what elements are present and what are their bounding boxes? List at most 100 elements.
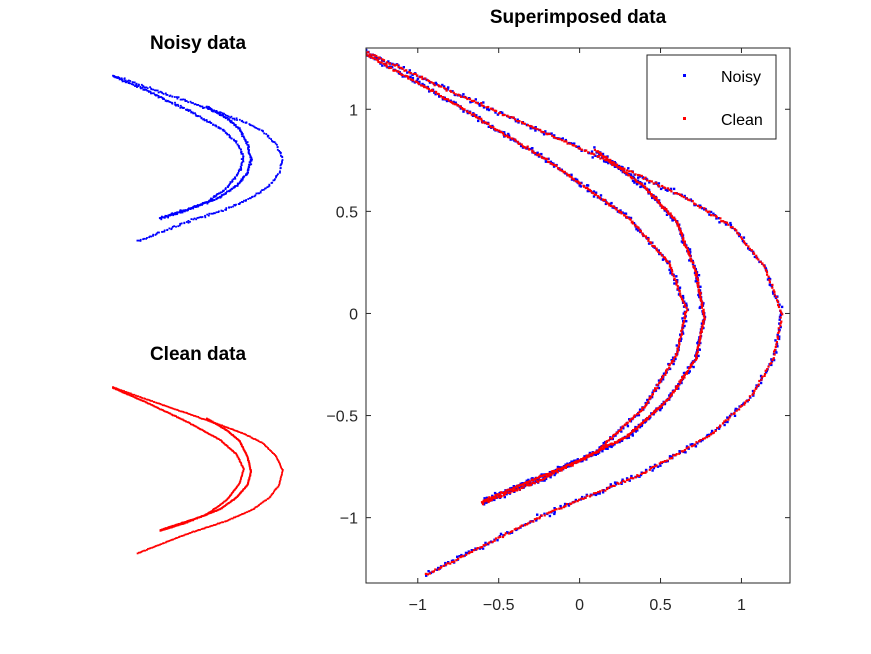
small-clean-point-398: [236, 454, 239, 457]
small-clean-point-309: [158, 407, 161, 410]
small-clean-point-378: [221, 441, 223, 443]
clean-point-188: [743, 240, 746, 243]
clean-point-409: [445, 563, 448, 566]
small-noisy-point-171: [253, 195, 256, 198]
small-clean-point-96: [241, 432, 243, 434]
clean-point-359: [546, 512, 549, 515]
clean-point-165: [700, 206, 703, 209]
small-clean-point-441: [230, 493, 233, 496]
clean-point-32: [430, 81, 433, 84]
small-clean-point-178: [244, 511, 247, 514]
noisy-point-864: [617, 167, 621, 170]
small-clean-point-207: [205, 526, 208, 529]
small-clean-point-121: [271, 451, 273, 454]
clean-point-674: [682, 322, 685, 325]
noisy-point-604: [624, 212, 628, 215]
small-clean-point-440: [230, 492, 233, 495]
clean-point-922: [669, 212, 672, 215]
small-noisy-point-743: [184, 209, 187, 212]
clean-point-54: [474, 101, 477, 104]
small-noisy-point-230: [175, 225, 177, 228]
small-clean-point-223: [184, 533, 187, 536]
clean-point-841: [595, 150, 598, 153]
clean-point-815: [516, 487, 519, 490]
small-clean-point-172: [252, 508, 255, 510]
clean-point-419: [424, 572, 427, 575]
clean-point-962: [690, 260, 693, 263]
clean-point-447: [404, 74, 407, 77]
small-clean-point-176: [247, 510, 250, 513]
small-noisy-point-565: [233, 122, 235, 125]
small-noisy-point-152: [274, 178, 276, 181]
clean-point-871: [623, 171, 626, 174]
clean-point-4: [373, 54, 376, 57]
small-clean-point-464: [212, 508, 214, 511]
noisy-point-1170: [573, 459, 576, 462]
small-noisy-point-633: [248, 166, 251, 169]
small-noisy-point-570: [235, 125, 237, 128]
noisy-point-387: [489, 540, 493, 543]
small-noisy-point-137: [281, 159, 284, 161]
small-noisy-point-709: [208, 200, 211, 203]
noisy-point-927: [671, 219, 674, 222]
small-noisy-point-380: [222, 129, 225, 132]
small-noisy-point-302: [152, 92, 154, 95]
small-clean-point-314: [162, 410, 165, 412]
small-clean-point-188: [231, 517, 234, 520]
clean-point-301: [663, 460, 667, 463]
small-noisy-point-13: [129, 80, 132, 82]
small-clean-point-392: [232, 449, 234, 452]
clean-point-338: [588, 495, 592, 498]
clean-point-1125: [619, 438, 622, 441]
clean-point-330: [606, 487, 609, 491]
small-clean-point-258: [138, 551, 140, 554]
clean-point-713: [654, 388, 657, 391]
clean-point-704: [661, 374, 664, 377]
small-clean-point-13: [129, 392, 132, 395]
clean-point-161: [693, 202, 696, 205]
small-noisy-point-89: [231, 117, 234, 120]
small-noisy-point-672: [231, 188, 234, 190]
small-clean-point-88: [230, 428, 233, 430]
clean-point-66: [499, 111, 502, 114]
small-clean-point-327: [175, 415, 177, 418]
small-clean-point-80: [220, 424, 222, 427]
small-clean-point-104: [251, 437, 254, 440]
clean-point-3: [371, 53, 374, 56]
clean-point-629: [653, 245, 656, 248]
noisy-point-334: [596, 492, 599, 495]
clean-point-433: [384, 63, 387, 66]
noisy-point-38: [442, 85, 446, 88]
clean-point-1193: [550, 470, 553, 473]
clean-point-901: [650, 193, 653, 196]
clean-point-292: [682, 450, 685, 453]
noisy-point-110: [590, 150, 594, 153]
small-noisy-point-187: [233, 204, 236, 206]
noisy-point-741: [622, 427, 625, 430]
noisy-point-56: [478, 104, 481, 107]
clean-point-426: [373, 57, 376, 60]
clean-point-1127: [617, 439, 620, 442]
clean-point-517: [502, 133, 505, 136]
x-tick-label-4: 1: [737, 597, 746, 614]
clean-point-827: [499, 495, 503, 498]
noisy-point-84: [534, 126, 537, 129]
small-noisy-point-325: [174, 101, 176, 104]
clean-point-265: [733, 412, 736, 415]
small-noisy-point-27: [149, 86, 151, 89]
clean-point-998: [702, 308, 705, 311]
clean-point-620: [642, 234, 645, 237]
noisy-point-74: [514, 120, 518, 123]
small-noisy-point-129: [276, 148, 279, 151]
noisy-point-212: [772, 292, 775, 295]
noisy-point-568: [575, 178, 579, 181]
clean-point-568: [574, 180, 577, 183]
small-clean-point-56: [187, 412, 190, 415]
clean-point-952: [686, 247, 689, 250]
clean-point-1045: [688, 367, 691, 370]
noisy-point-304: [659, 464, 662, 467]
clean-point-1196: [547, 472, 550, 475]
small-noisy-point-219: [189, 220, 191, 223]
clean-point-355: [553, 508, 556, 512]
clean-point-9: [382, 59, 386, 62]
